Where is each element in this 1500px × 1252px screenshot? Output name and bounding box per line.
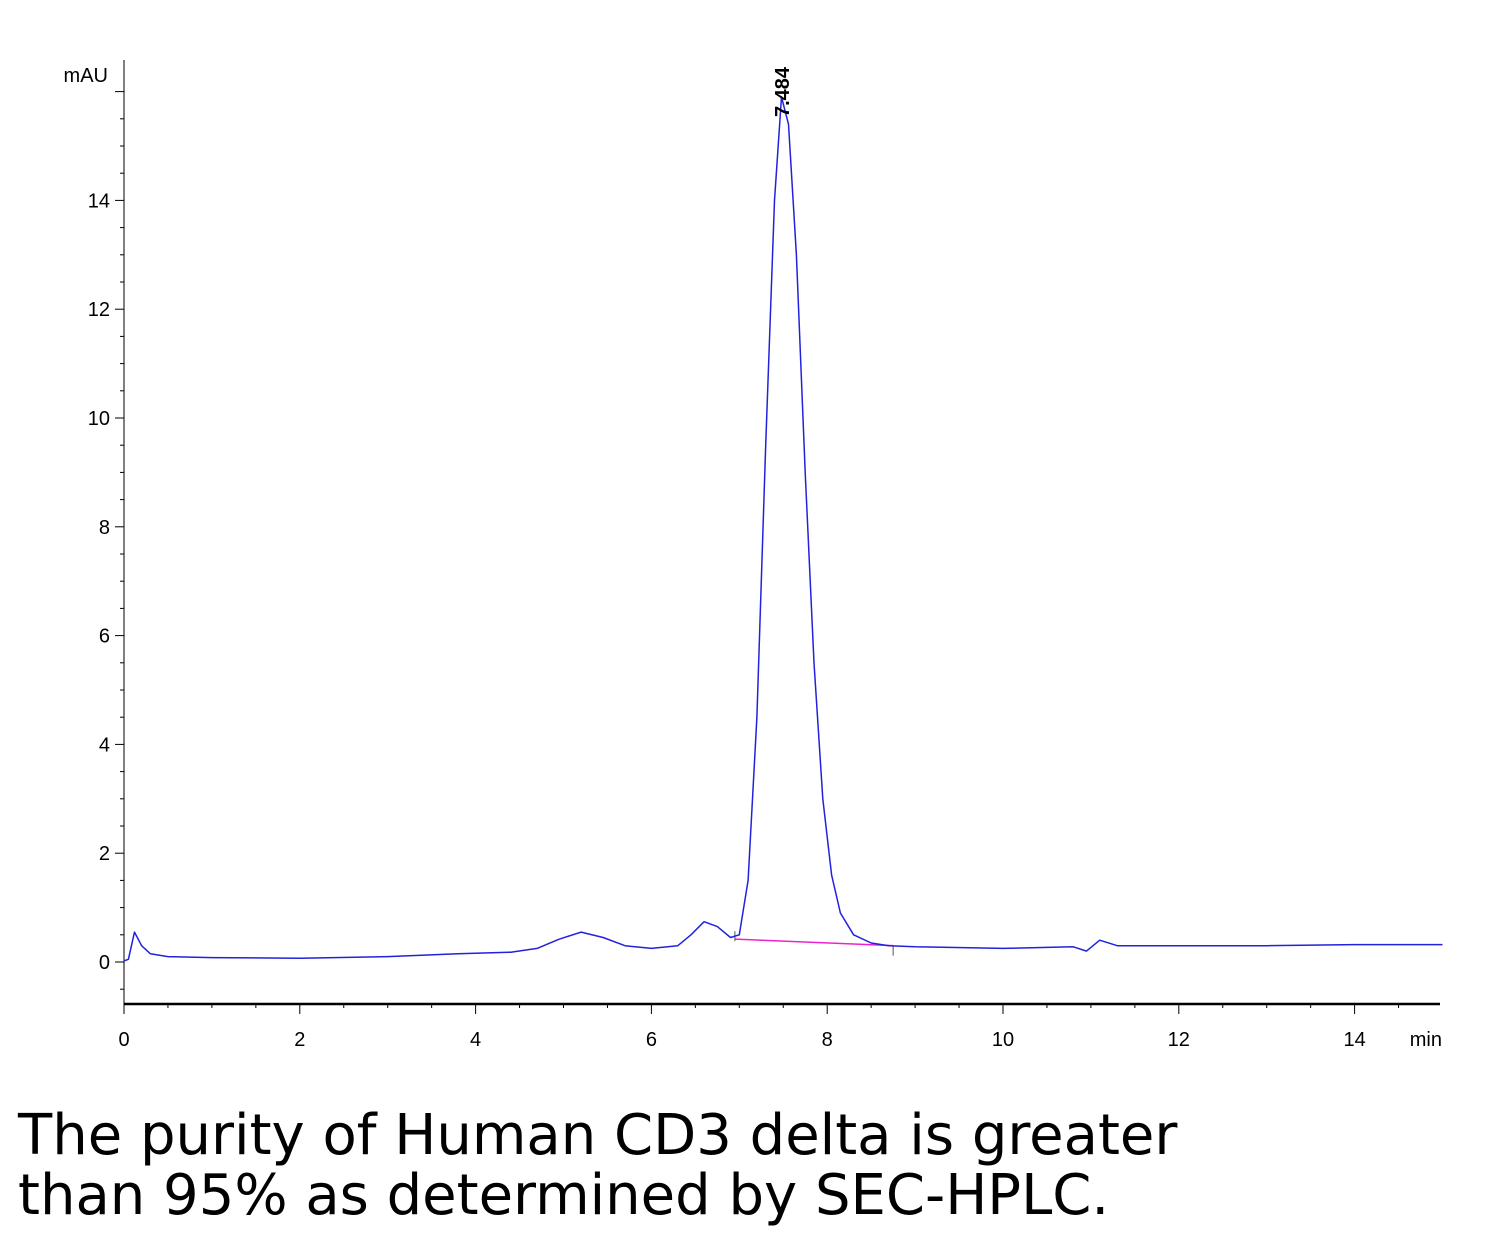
- ticks: 0 2 4 6 8 10 12 14 0 2 4 6 8 10 12 14: [88, 91, 1400, 1051]
- y-tick-label: 0: [99, 952, 110, 974]
- peak-label: 7.484: [772, 66, 794, 117]
- y-axis-label: mAU: [64, 65, 108, 87]
- x-tick-label: 0: [118, 1029, 129, 1051]
- axes: [123, 60, 1440, 1006]
- x-tick-label: 10: [992, 1029, 1014, 1051]
- x-tick-label: 12: [1168, 1029, 1190, 1051]
- caption-line-1: The purity of Human CD3 delta is greater: [18, 1103, 1178, 1168]
- y-tick-label: 6: [99, 626, 110, 648]
- caption-line-2: than 95% as determined by SEC-HPLC.: [18, 1163, 1110, 1228]
- y-tick-label: 12: [88, 299, 110, 321]
- y-tick-label: 10: [88, 408, 110, 430]
- signal-trace: [123, 96, 1443, 962]
- y-tick-label: 8: [99, 517, 110, 539]
- x-axis-label: min: [1410, 1029, 1442, 1051]
- x-tick-label: 4: [470, 1029, 481, 1051]
- chromatogram-chart: 0 2 4 6 8 10 12 14 0 2 4 6 8 10 12 14 7.484 mAU min: [64, 60, 1443, 1051]
- marks: 7.484: [123, 66, 1443, 962]
- integration-baseline: [734, 938, 894, 947]
- x-tick-label: 2: [294, 1029, 305, 1051]
- y-tick-label: 4: [99, 734, 110, 756]
- caption: The purity of Human CD3 delta is greater…: [18, 1106, 1478, 1226]
- y-tick-label: 2: [99, 843, 110, 865]
- x-tick-label: 6: [646, 1029, 657, 1051]
- x-tick-label: 8: [822, 1029, 833, 1051]
- y-tick-label: 14: [88, 190, 110, 212]
- x-tick-label: 14: [1343, 1029, 1365, 1051]
